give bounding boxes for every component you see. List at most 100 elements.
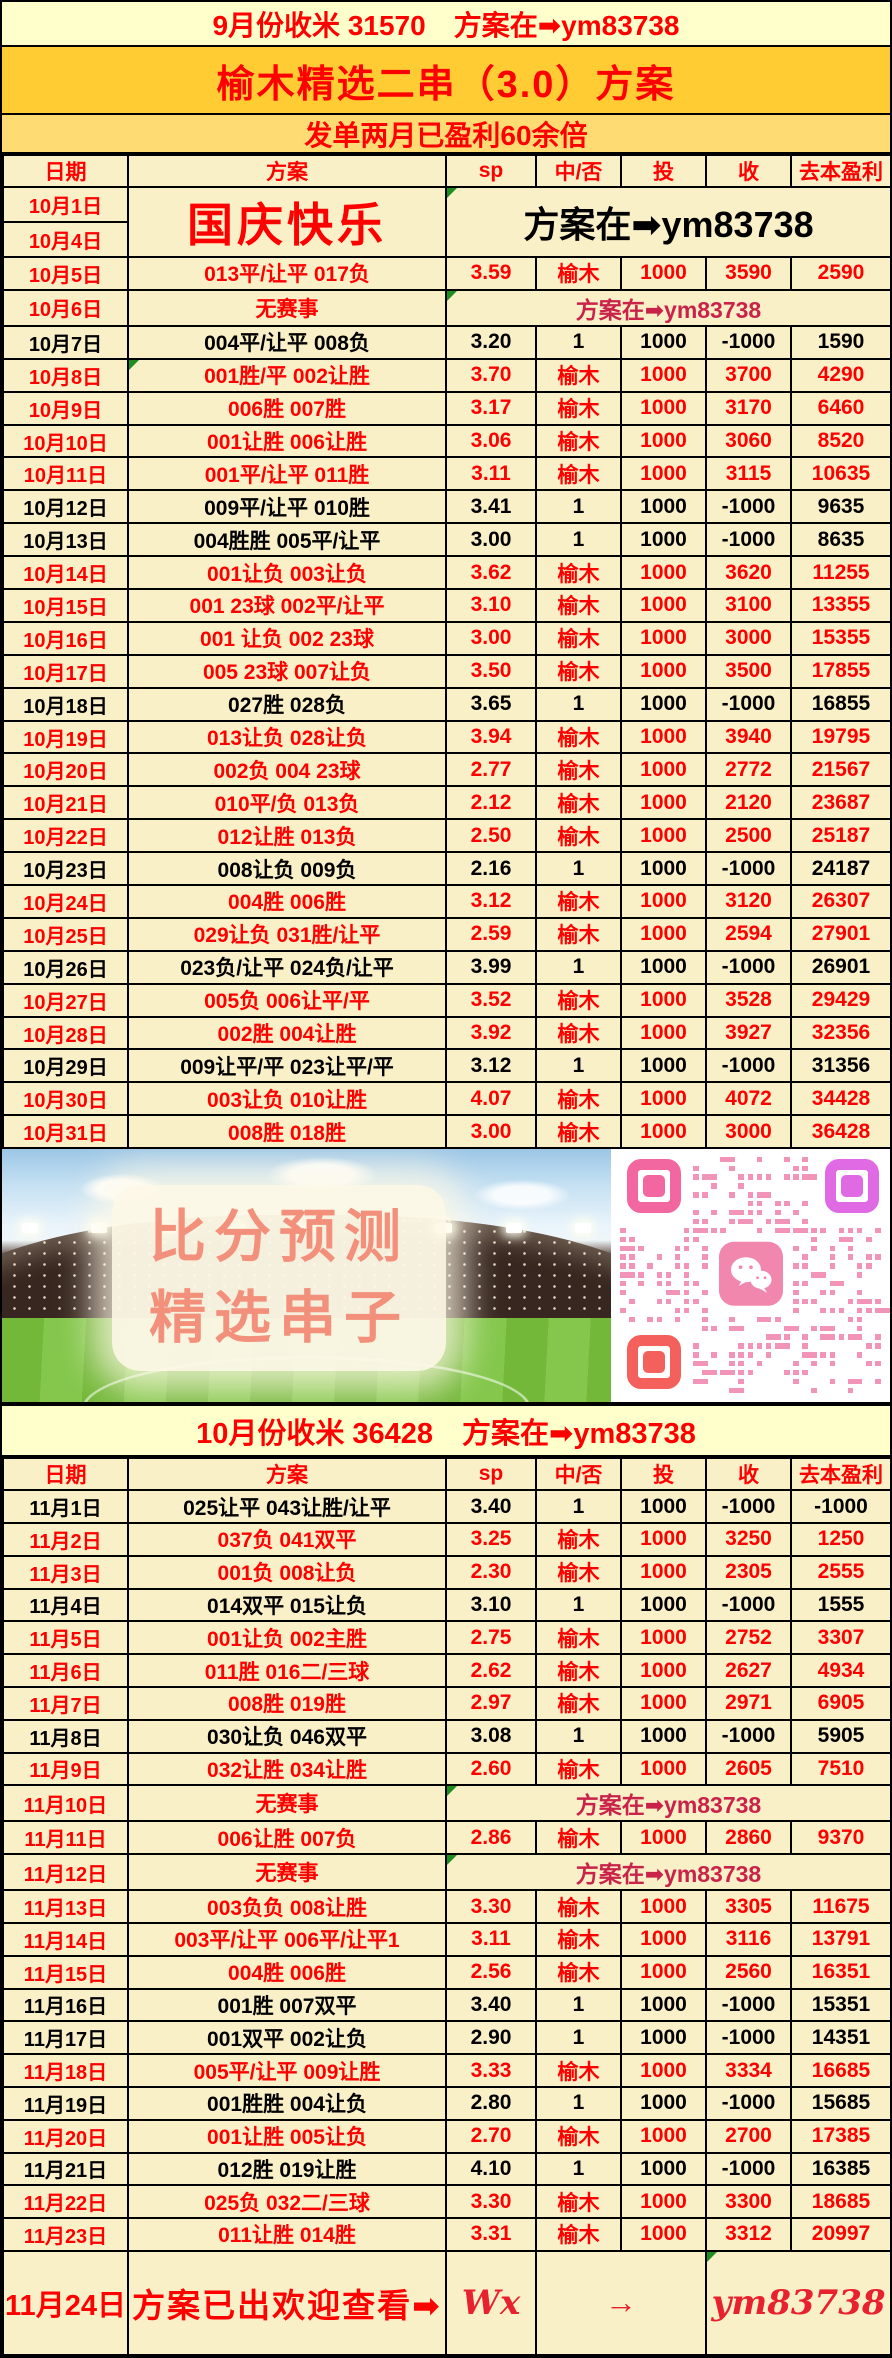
col-profit: 去本盈利	[790, 154, 892, 188]
plan-cell: 009让平/平 023让平/平	[127, 1048, 447, 1084]
profit-cell: 15351	[790, 1987, 892, 2023]
table-row: 11月15日 004胜 006胜 2.56 榆木 1000 2560 16351	[2, 1954, 892, 1990]
plan-cell: 010平/负 013负	[127, 785, 447, 821]
stake-cell: 1000	[620, 1987, 707, 2023]
return-cell: 3700	[705, 357, 792, 393]
sp-cell: 3.00	[445, 1114, 537, 1150]
plan-title-text: 榆木精选二串（3.0）方案	[216, 63, 676, 106]
return-cell: 3000	[705, 1114, 792, 1150]
stake-cell: 1000	[620, 982, 707, 1018]
october-header-row: 日期 方案 sp 中/否投收去本盈利	[2, 154, 892, 188]
sp-cell: 3.30	[445, 2184, 537, 2220]
table-row: 11月22日 025负 032二/三球 3.30 榆木 1000 3300 18685	[2, 2184, 892, 2220]
profit-cell: 14351	[790, 2020, 892, 2056]
stake-cell: 1000	[620, 256, 707, 291]
profit-cell: 8635	[790, 522, 892, 558]
result-cell: 榆木	[535, 1521, 622, 1557]
result-cell: 榆木	[535, 390, 622, 426]
table-row: 10月28日 002胜 004让胜 3.92 榆木 1000 3927 32356	[2, 1015, 892, 1051]
col-date: 日期	[2, 1457, 129, 1492]
date-cell: 10月12日	[2, 489, 129, 525]
date-cell: 11月5日	[2, 1620, 129, 1656]
col-result: 中/否	[535, 1457, 622, 1492]
return-cell: 4072	[705, 1081, 792, 1117]
plan-cell: 032让胜 034让胜	[127, 1751, 447, 1787]
plan-cell: 025让平 043让胜/让平	[127, 1489, 447, 1524]
stake-cell: 1000	[620, 916, 707, 952]
date-cell: 11月13日	[2, 1889, 129, 1924]
table-row: 11月16日 001胜 007双平 3.40 1 1000 -1000 15351	[2, 1987, 892, 2023]
return-cell: 2971	[705, 1685, 792, 1721]
subtitle-text: 发单两月已盈利60余倍	[304, 119, 588, 151]
result-cell: 榆木	[535, 1954, 622, 1990]
date-cell: 11月8日	[2, 1718, 129, 1754]
plan-cell: 029让负 031胜/让平	[127, 916, 447, 952]
stake-cell: 1000	[620, 1685, 707, 1721]
return-cell: -1000	[705, 489, 792, 525]
result-cell: 1	[535, 2151, 622, 2187]
sp-cell: 3.50	[445, 653, 537, 689]
plan-cell: 013让负 028让负	[127, 719, 447, 755]
result-cell: 榆木	[535, 2217, 622, 2252]
sp-cell: 3.06	[445, 423, 537, 459]
stake-cell: 1000	[620, 456, 707, 492]
result-cell: 榆木	[535, 982, 622, 1018]
return-cell: 3250	[705, 1521, 792, 1557]
return-cell: 2120	[705, 785, 792, 821]
date-cell: 11月6日	[2, 1653, 129, 1688]
return-cell: -1000	[705, 2151, 792, 2187]
result-cell: 1	[535, 1587, 622, 1623]
profit-cell: -1000	[790, 1489, 892, 1524]
return-cell: -1000	[705, 851, 792, 887]
date-cell: 10月13日	[2, 522, 129, 558]
date-cell: 11月7日	[2, 1685, 129, 1721]
sp-cell: 3.11	[445, 456, 537, 492]
sp-cell: 2.12	[445, 785, 537, 821]
plan-cell: 无赛事	[127, 288, 447, 327]
plan-cell: 方案已出欢迎查看➡	[127, 2249, 447, 2356]
profit-cell: 26901	[790, 949, 892, 985]
stake-cell: 1000	[620, 2118, 707, 2154]
error-marker-triangle	[448, 189, 457, 198]
profit-cell: 29429	[790, 982, 892, 1018]
return-cell: 3927	[705, 1015, 792, 1051]
date-cell: 10月9日	[2, 390, 129, 426]
return-cell: -1000	[705, 1587, 792, 1623]
sp-cell: 2.62	[445, 1653, 537, 1688]
sp-cell: 3.12	[445, 1048, 537, 1084]
return-cell: 2500	[705, 818, 792, 854]
table-row: 10月31日 008胜 018胜 3.00 榆木 1000 3000 36428	[2, 1114, 892, 1150]
plan-cell: 004胜 006胜	[127, 1954, 447, 1990]
sp-cell: 3.10	[445, 1587, 537, 1623]
date-cell: 10月15日	[2, 588, 129, 623]
october-summary-text: 10月份收米 36428 方案在➡ym83738	[196, 1417, 696, 1450]
plan-cell: 005负 006让平/平	[127, 982, 447, 1018]
date-cell: 11月22日	[2, 2184, 129, 2220]
sp-cell: 2.59	[445, 916, 537, 952]
sp-cell: 3.94	[445, 719, 537, 755]
banner-line2: 精选串子	[149, 1286, 409, 1351]
date-cell: 11月4日	[2, 1587, 129, 1623]
sp-cell: 3.40	[445, 1987, 537, 2023]
stake-cell: 1000	[620, 1048, 707, 1084]
result-cell: 1	[535, 949, 622, 985]
profit-cell: 9370	[790, 1820, 892, 1856]
return-cell: 3100	[705, 588, 792, 623]
date-cell: 10月5日	[2, 256, 129, 291]
result-cell: 榆木	[535, 456, 622, 492]
plan-cell: 001平/让平 011胜	[127, 456, 447, 492]
col-profit: 去本盈利	[790, 1457, 892, 1492]
stake-cell: 1000	[620, 1921, 707, 1957]
table-row: 10月24日 004胜 006胜 3.12 榆木 1000 3120 26307	[2, 884, 892, 919]
return-cell: 2627	[705, 1653, 792, 1688]
profit-cell: 13791	[790, 1921, 892, 1957]
date-cell: 11月14日	[2, 1921, 129, 1957]
holiday-row-bottom: 10月4日	[2, 221, 891, 258]
table-row: 11月8日 030让负 046双平 3.08 1 1000 -1000 5905	[2, 1718, 892, 1754]
plan-cell: 001负 008让负	[127, 1554, 447, 1590]
result-cell: 榆木	[535, 1685, 622, 1721]
table-row: 10月10日 001让胜 006让胜 3.06 榆木 1000 3060 8520	[2, 423, 892, 459]
stake-cell: 1000	[620, 1751, 707, 1787]
return-cell: 3116	[705, 1921, 792, 1957]
